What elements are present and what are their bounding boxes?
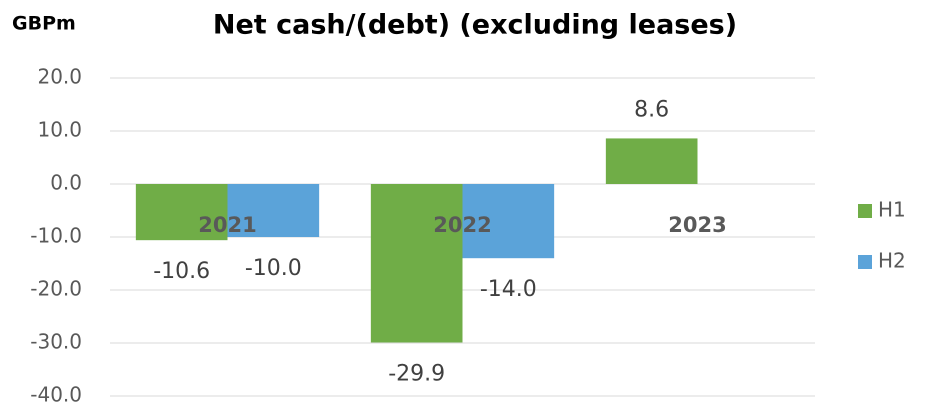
unit-label: GBPm <box>12 13 76 35</box>
y-tick-label: 10.0 <box>37 118 82 142</box>
bar <box>227 184 320 237</box>
chart-title: Net cash/(debt) (excluding leases) <box>213 10 737 41</box>
x-tick-label: 2022 <box>433 213 491 237</box>
bar <box>370 184 463 343</box>
y-tick-label: 0.0 <box>50 171 82 195</box>
y-tick-label: 20.0 <box>37 65 82 89</box>
data-label: -10.0 <box>245 256 302 281</box>
legend-label: H2 <box>878 249 906 273</box>
y-tick-label: -10.0 <box>30 224 82 248</box>
legend-swatch <box>858 204 872 218</box>
data-label: -14.0 <box>480 277 537 302</box>
y-tick-label: -40.0 <box>30 383 82 405</box>
data-label: -29.9 <box>388 361 445 386</box>
x-tick-label: 2023 <box>668 213 726 237</box>
legend-swatch <box>858 255 872 269</box>
bar <box>605 138 698 184</box>
data-label: 8.6 <box>634 97 669 122</box>
legend-label: H1 <box>878 198 906 222</box>
y-tick-label: -20.0 <box>30 277 82 301</box>
x-tick-label: 2021 <box>198 213 256 237</box>
y-tick-label: -30.0 <box>30 330 82 354</box>
data-label: -10.6 <box>153 259 210 284</box>
bar <box>135 184 228 241</box>
bar <box>462 184 555 259</box>
